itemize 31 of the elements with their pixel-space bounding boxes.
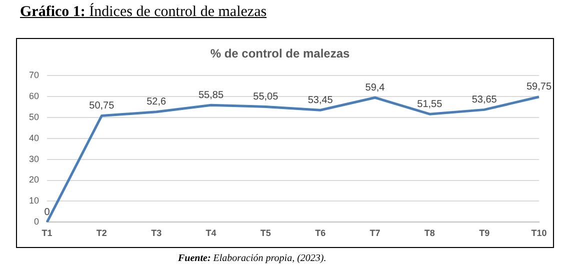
data-label: 55,05 xyxy=(253,92,279,102)
x-tick-label: T4 xyxy=(206,228,216,238)
data-label: 59,75 xyxy=(526,82,552,93)
chart-title: Gráfico 1: Índices de control de malezas xyxy=(20,4,267,21)
y-tick-label: 0 xyxy=(34,216,40,227)
data-label: 0 xyxy=(44,206,50,218)
x-tick-label: T7 xyxy=(370,228,380,238)
y-tick-label: 50 xyxy=(28,112,40,122)
data-label: 53,45 xyxy=(308,94,334,106)
data-label: 50,75 xyxy=(89,100,115,112)
x-tick-label: T5 xyxy=(260,228,271,238)
y-tick-label: 20 xyxy=(28,174,40,185)
x-tick-label: T2 xyxy=(96,228,107,238)
data-label: 51,55 xyxy=(417,98,443,110)
x-tick-label: T1 xyxy=(42,228,52,238)
x-tick-label: T8 xyxy=(424,228,435,238)
x-tick-label: T3 xyxy=(151,228,162,238)
x-tick-label: T10 xyxy=(531,228,547,238)
data-label: 55,85 xyxy=(198,90,224,101)
y-tick-label: 60 xyxy=(28,90,40,101)
y-tick-label: 10 xyxy=(28,196,40,206)
data-label: 52,6 xyxy=(146,96,167,108)
data-label: 53,65 xyxy=(472,94,498,106)
y-tick-label: 30 xyxy=(28,154,40,164)
y-tick-label: 40 xyxy=(28,132,40,143)
chart-subtitle: % de control de malezas xyxy=(210,46,350,61)
data-label: 59,4 xyxy=(365,82,386,94)
x-tick-label: T9 xyxy=(479,228,490,238)
x-tick-label: T6 xyxy=(315,228,326,238)
y-tick-label: 70 xyxy=(28,70,40,80)
source-note: Fuente: Elaboración propia, (2023). xyxy=(178,253,326,264)
